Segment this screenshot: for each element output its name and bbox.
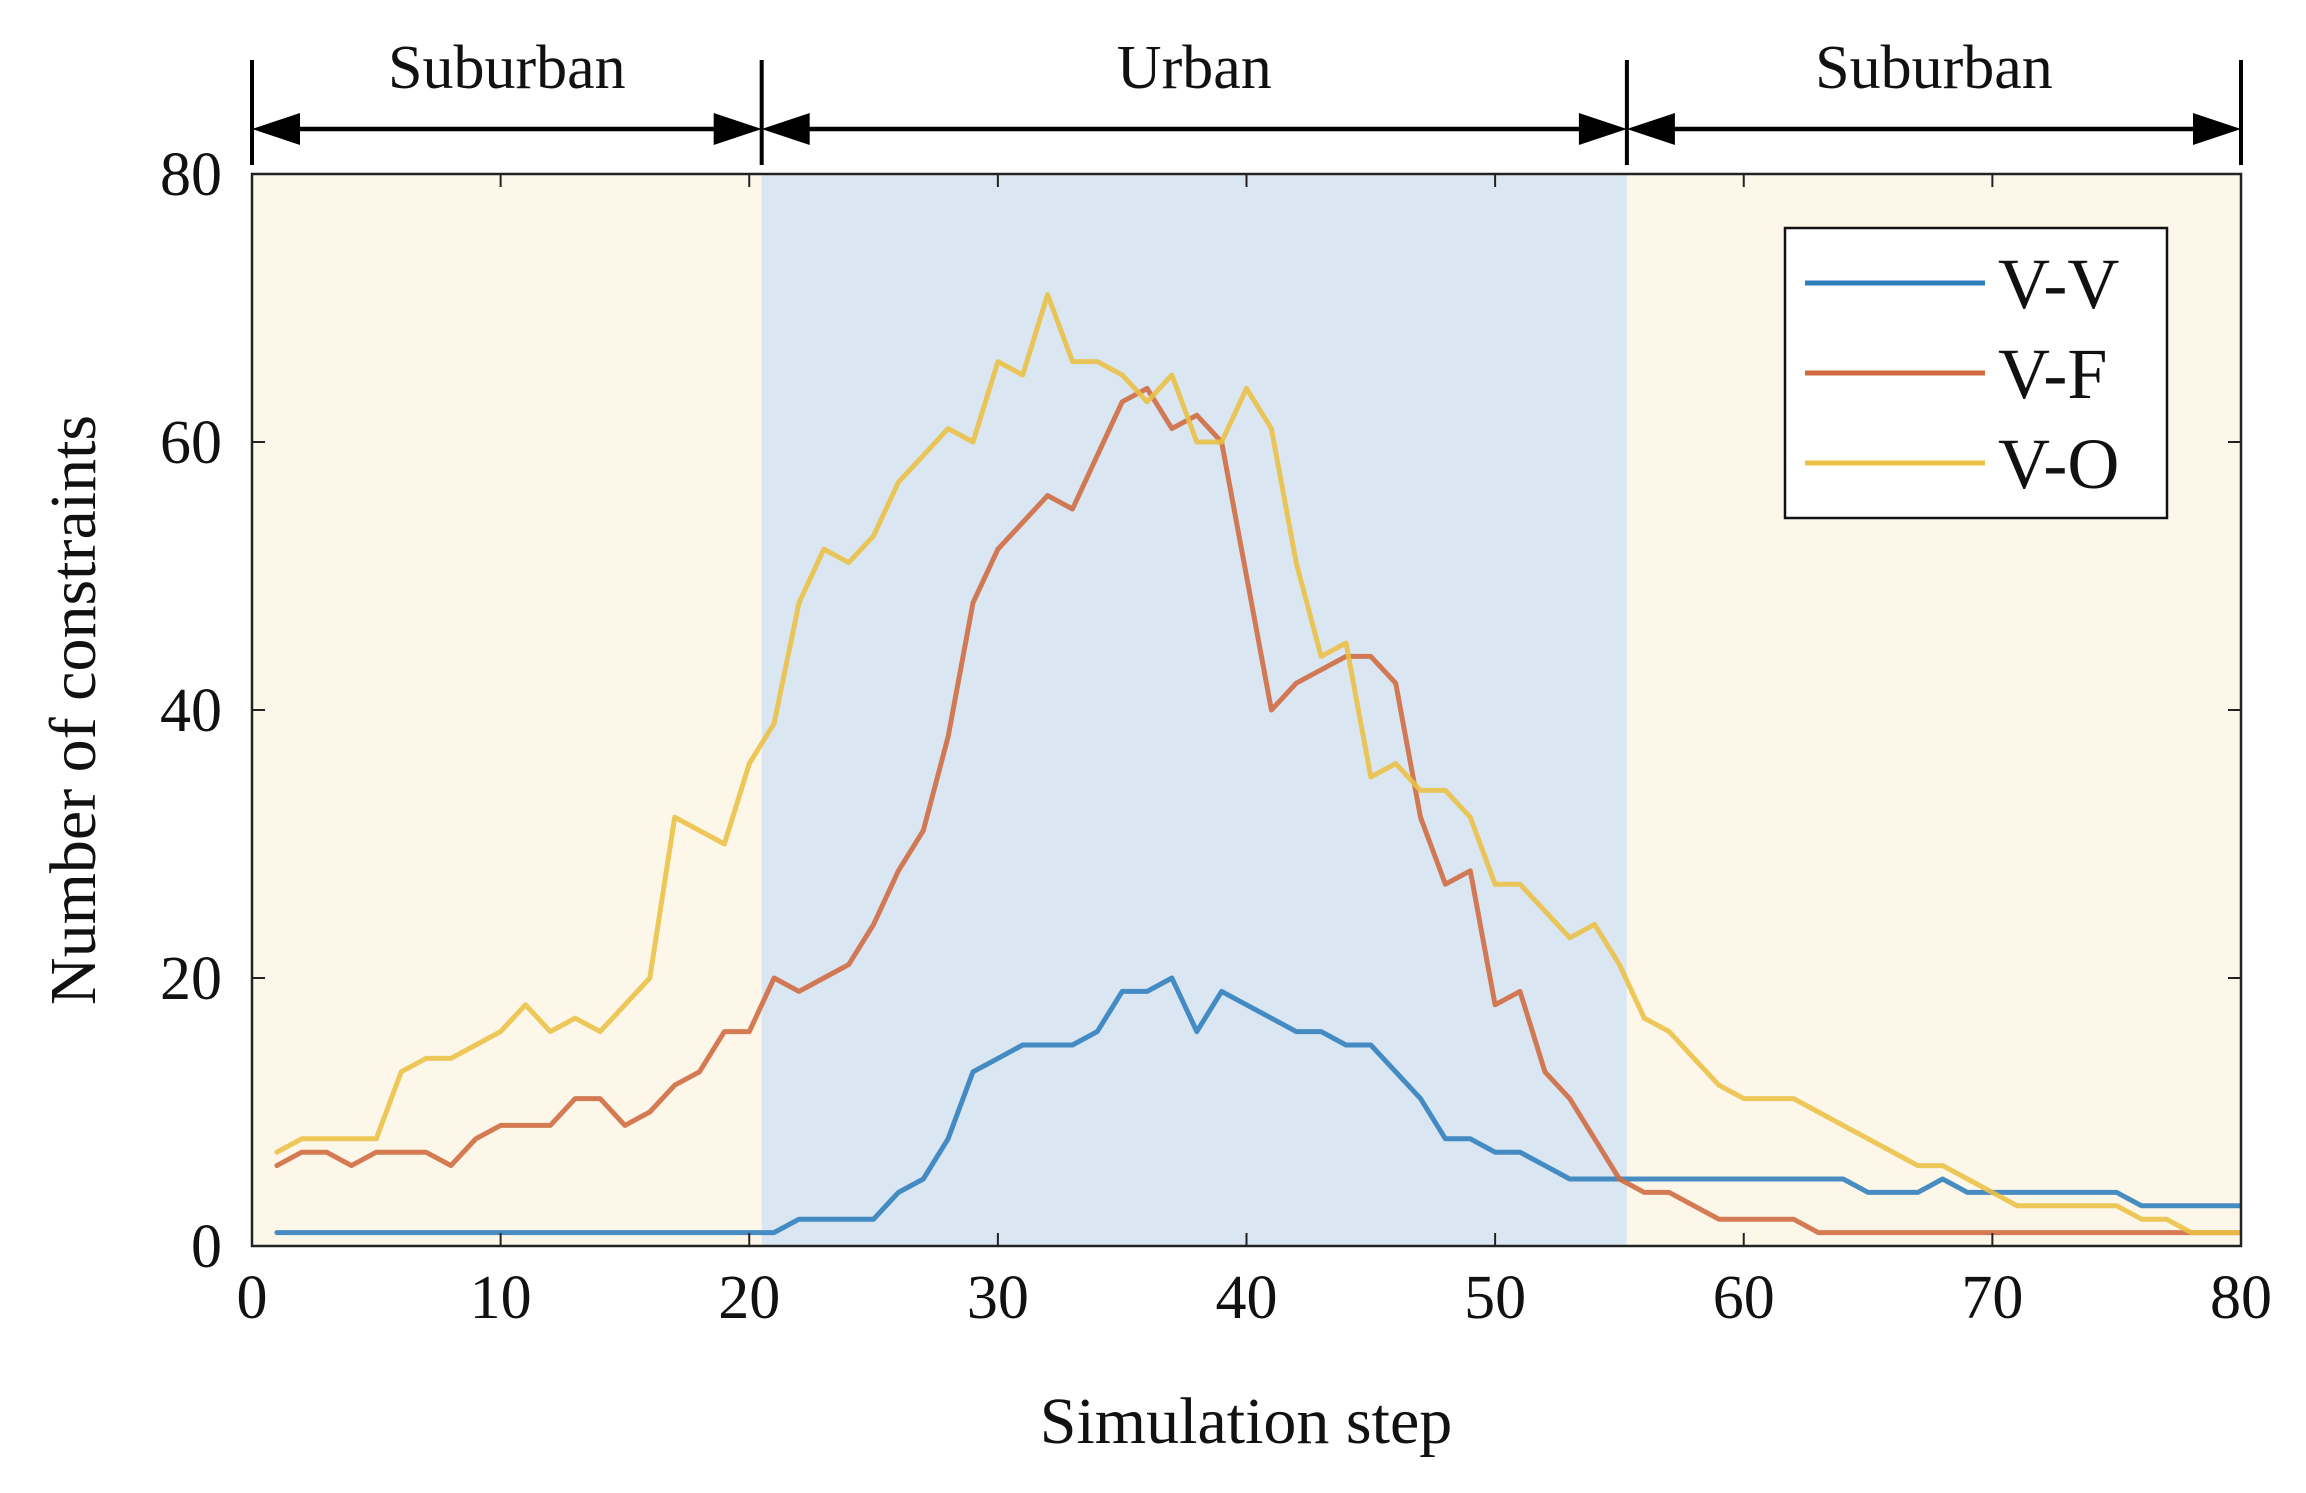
series-line-v-o xyxy=(274,292,2241,1236)
region-arrow-head-left xyxy=(1626,113,1675,145)
y-tick-label: 80 xyxy=(160,141,222,209)
x-tick-label: 30 xyxy=(967,1264,1029,1332)
y-tick-label: 40 xyxy=(160,677,222,745)
x-tick-label: 20 xyxy=(718,1264,780,1332)
series-lines xyxy=(274,292,2241,1236)
x-tick-label: 70 xyxy=(1961,1264,2023,1332)
x-tick-label: 80 xyxy=(2210,1264,2272,1332)
region-arrow-head-left xyxy=(252,113,300,145)
legend-label-v-o: V-O xyxy=(1998,424,2119,504)
region-label: Suburban xyxy=(1815,34,2053,102)
series-line-v-v xyxy=(274,975,2241,1236)
legend-label-v-v: V-V xyxy=(1998,244,2119,324)
legend-label-v-f: V-F xyxy=(1998,334,2107,414)
region-arrow-head-right xyxy=(2193,113,2241,145)
x-axis-title: Simulation step xyxy=(1040,1385,1453,1458)
x-tick-label: 50 xyxy=(1464,1264,1526,1332)
x-tick-label: 60 xyxy=(1713,1264,1775,1332)
region-band-0 xyxy=(252,174,762,1246)
y-axis-title: Number of constraints xyxy=(37,415,110,1005)
region-band-1 xyxy=(761,174,1627,1246)
region-arrow-head-left xyxy=(761,113,810,145)
region-label: Suburban xyxy=(388,34,626,102)
legend: V-V V-F V-O xyxy=(1783,226,2169,520)
y-tick-label: 60 xyxy=(160,409,222,477)
region-header: Suburban Urban Suburban xyxy=(250,34,2243,165)
region-backgrounds xyxy=(252,174,2241,1246)
region-arrow-head-right xyxy=(713,113,762,145)
region-label: Urban xyxy=(1117,34,1272,102)
x-tick-label: 40 xyxy=(1216,1264,1278,1332)
y-tick-label: 20 xyxy=(160,945,222,1013)
series-line-v-f xyxy=(274,385,2241,1236)
x-tick-label: 0 xyxy=(237,1264,268,1332)
axis-ticks: 0 10 20 30 40 50 60 70 80 0 20 40 60 80 xyxy=(160,141,2272,1332)
x-tick-label: 10 xyxy=(470,1264,532,1332)
region-arrow-head-right xyxy=(1578,113,1627,145)
y-tick-label: 0 xyxy=(191,1213,222,1281)
